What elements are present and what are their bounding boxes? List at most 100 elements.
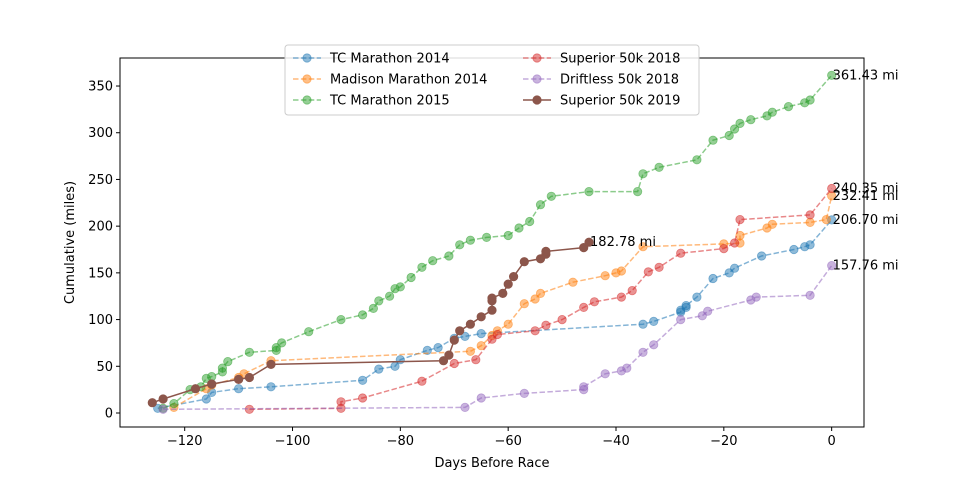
data-point [584,237,594,247]
data-point [638,319,648,329]
data-point [805,240,815,250]
data-point [751,292,761,302]
series-driftless-50k-2018 [158,260,837,414]
data-point [541,246,551,256]
y-axis-ticks: 0 50 100 150 200 250 300 350 [88,80,120,421]
series-superior-50k-2019 [147,237,594,408]
x-tick-label: −40 [602,434,629,449]
data-point [767,219,777,229]
x-tick-label: 0 [828,434,836,449]
data-point [756,251,767,261]
data-point [444,251,454,261]
data-point [244,372,254,383]
data-point [681,300,691,311]
end-value-label: 240.35 mi [833,181,899,196]
data-point [676,248,686,258]
data-point [638,347,648,357]
end-label-layer: 206.70 mi 232.41 mi 361.43 mi 240.35 mi 157.… [590,68,899,273]
legend-label: TC Marathon 2014 [329,52,450,67]
data-point [395,355,405,365]
data-point [616,292,627,302]
data-point [169,398,179,409]
data-point [476,393,486,403]
data-point [147,398,157,408]
data-point [428,256,438,266]
data-point [535,288,546,298]
data-point [767,107,777,117]
data-point [422,345,432,355]
x-axis-label: Days Before Race [434,456,549,471]
data-point [503,319,513,329]
y-tick-label: 350 [88,80,113,95]
data-point [519,388,529,398]
data-point [703,306,713,316]
data-point [244,347,254,357]
data-point [449,358,459,369]
data-point [357,393,368,403]
y-tick-label: 0 [105,406,113,421]
data-point [746,115,756,125]
data-point [525,216,535,227]
data-point [627,285,637,296]
legend: TC Marathon 2014 Madison Marathon 2014 TC … [284,44,700,116]
data-point [465,235,475,245]
data-point [579,302,589,312]
end-value-label: 361.43 mi [833,68,899,83]
data-point [374,296,384,306]
data-point [508,271,519,282]
data-point [789,244,799,255]
data-point [158,394,168,404]
data-point [460,331,470,341]
data-point [336,314,346,325]
data-point [654,262,664,272]
end-value-label: 157.76 mi [833,259,899,274]
legend-item: TC Marathon 2014 [293,52,450,67]
data-point [827,183,837,194]
data-point [649,316,659,326]
data-point [692,292,702,302]
data-point [476,328,486,339]
data-point [234,384,244,394]
data-point [374,364,384,374]
data-point [557,314,567,325]
data-point [449,335,459,345]
data-point [503,230,513,241]
x-tick-label: −80 [387,434,414,449]
data-point [600,271,610,281]
series-line [173,195,833,409]
data-point [805,210,815,220]
data-point [708,273,718,284]
legend-box [284,44,700,116]
y-tick-label: 300 [88,126,113,141]
data-point [465,346,475,356]
x-tick-label: −60 [494,434,521,449]
data-point [530,326,540,336]
data-point [266,359,276,369]
data-point [729,238,740,248]
data-point [498,288,508,298]
data-point [190,384,201,394]
data-point [805,95,815,105]
data-point [503,279,513,289]
data-point [676,314,686,325]
data-point [455,326,465,336]
legend-label: Driftless 50k 2018 [560,73,679,88]
data-point [735,215,745,225]
end-value-label: 182.78 mi [590,235,656,250]
data-point [234,374,244,384]
data-point [395,282,405,292]
y-tick-label: 250 [88,173,113,188]
data-point [487,305,497,315]
legend-item: Madison Marathon 2014 [293,73,487,88]
data-point [805,290,815,300]
legend-item: Superior 50k 2019 [523,94,680,109]
data-point [535,200,546,210]
y-axis-label: Cumulative (miles) [63,181,78,304]
legend-marker [302,74,312,84]
legend-item: TC Marathon 2015 [293,94,450,109]
data-point [368,303,378,313]
data-point [514,223,524,233]
legend-label: Superior 50k 2018 [560,52,680,67]
legend-label: Superior 50k 2019 [560,94,680,109]
